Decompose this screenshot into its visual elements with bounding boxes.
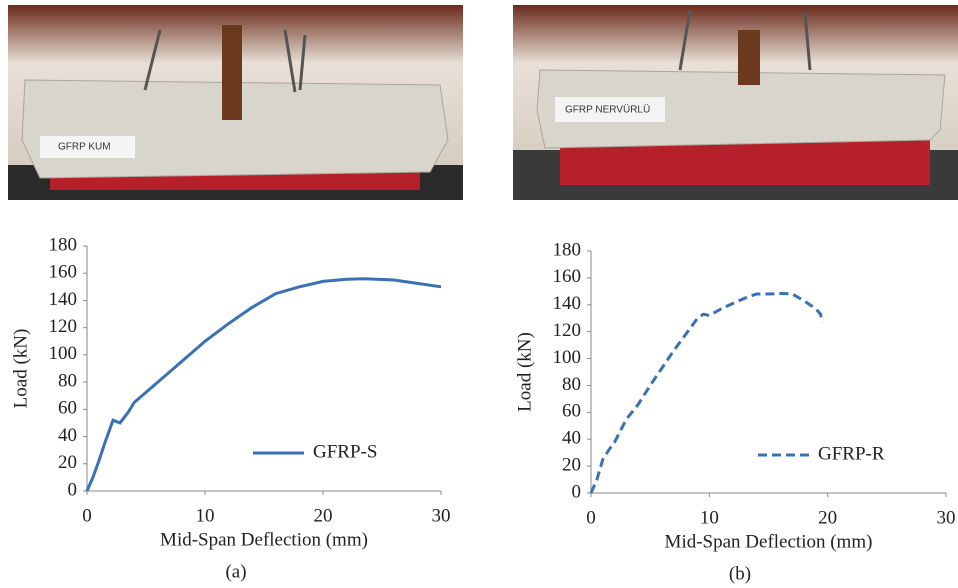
data-line <box>591 293 822 493</box>
y-tick-label: 180 <box>49 234 78 255</box>
y-tick-label: 100 <box>49 343 78 364</box>
x-tick-label: 10 <box>196 505 215 526</box>
x-axis-label: Mid-Span Deflection (mm) <box>160 529 368 550</box>
y-tick-label: 60 <box>58 398 77 419</box>
photo-label: GFRP NERVÜRLÜ <box>565 104 650 116</box>
y-tick-label: 60 <box>562 401 581 422</box>
y-tick-label: 160 <box>49 262 78 283</box>
y-tick-label: 140 <box>49 289 78 310</box>
y-tick-label: 80 <box>562 374 581 395</box>
y-axis-label: Load (kN) <box>514 332 535 412</box>
y-tick-label: 140 <box>553 293 582 314</box>
x-tick-label: 0 <box>82 505 92 526</box>
x-tick-label: 30 <box>937 507 956 528</box>
x-tick-label: 0 <box>586 507 596 528</box>
y-tick-label: 100 <box>553 347 582 368</box>
photo-b: GFRP NERVÜRLÜ <box>513 5 958 200</box>
x-tick-label: 30 <box>432 505 451 526</box>
x-axis-label: Mid-Span Deflection (mm) <box>665 531 873 552</box>
y-tick-label: 120 <box>49 316 78 337</box>
y-tick-label: 120 <box>553 320 582 341</box>
legend-label: GFRP-S <box>313 441 377 462</box>
x-tick-label: 10 <box>700 507 719 528</box>
legend-label: GFRP-R <box>818 443 885 464</box>
y-axis-label: Load (kN) <box>10 329 31 409</box>
y-tick-label: 20 <box>58 452 77 473</box>
photo-label: GFRP KUM <box>58 142 111 153</box>
y-tick-label: 0 <box>68 479 78 500</box>
x-tick-label: 20 <box>314 505 333 526</box>
y-tick-label: 20 <box>562 454 581 475</box>
caption: (b) <box>729 563 751 584</box>
y-tick-label: 40 <box>58 425 77 446</box>
y-tick-label: 40 <box>562 428 581 449</box>
data-line <box>87 279 441 491</box>
y-tick-label: 180 <box>553 239 582 260</box>
figure: GFRP KUM GFRP NERVÜRLÜ 02040608010012014… <box>0 0 958 588</box>
y-tick-label: 0 <box>572 481 582 502</box>
photo-a: GFRP KUM <box>8 5 463 200</box>
y-tick-label: 80 <box>58 370 77 391</box>
y-tick-label: 160 <box>553 266 582 287</box>
x-tick-label: 20 <box>818 507 837 528</box>
caption: (a) <box>225 561 246 582</box>
